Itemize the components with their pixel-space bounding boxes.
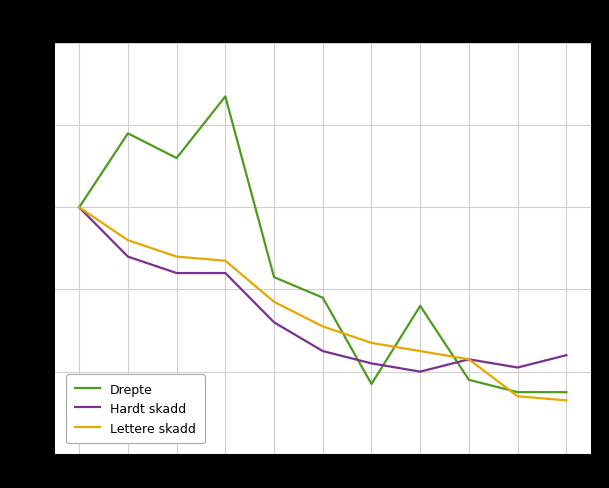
Drepte <box>514 389 521 395</box>
Hardt skadd <box>319 348 326 354</box>
Drepte <box>368 381 375 387</box>
Drepte <box>563 389 570 395</box>
Hardt skadd <box>465 357 473 363</box>
Drepte <box>222 94 229 100</box>
Drepte <box>124 131 132 137</box>
Lettere skadd <box>465 357 473 363</box>
Lettere skadd <box>173 254 180 260</box>
Lettere skadd <box>270 299 278 305</box>
Line: Lettere skadd: Lettere skadd <box>79 208 566 401</box>
Lettere skadd <box>563 398 570 404</box>
Hardt skadd <box>124 254 132 260</box>
Line: Hardt skadd: Hardt skadd <box>79 208 566 372</box>
Lettere skadd <box>514 393 521 399</box>
Hardt skadd <box>222 270 229 276</box>
Legend: Drepte, Hardt skadd, Lettere skadd: Drepte, Hardt skadd, Lettere skadd <box>66 375 205 444</box>
Line: Drepte: Drepte <box>79 97 566 392</box>
Lettere skadd <box>368 340 375 346</box>
Drepte <box>417 304 424 309</box>
Drepte <box>270 275 278 281</box>
Lettere skadd <box>76 205 83 211</box>
Hardt skadd <box>368 361 375 366</box>
Hardt skadd <box>270 320 278 325</box>
Hardt skadd <box>417 369 424 375</box>
Hardt skadd <box>514 365 521 371</box>
Lettere skadd <box>124 238 132 244</box>
Drepte <box>173 156 180 162</box>
Hardt skadd <box>563 352 570 358</box>
Lettere skadd <box>417 348 424 354</box>
Drepte <box>76 205 83 211</box>
Drepte <box>465 377 473 383</box>
Lettere skadd <box>319 324 326 330</box>
Hardt skadd <box>173 270 180 276</box>
Lettere skadd <box>222 258 229 264</box>
Drepte <box>319 295 326 301</box>
Hardt skadd <box>76 205 83 211</box>
